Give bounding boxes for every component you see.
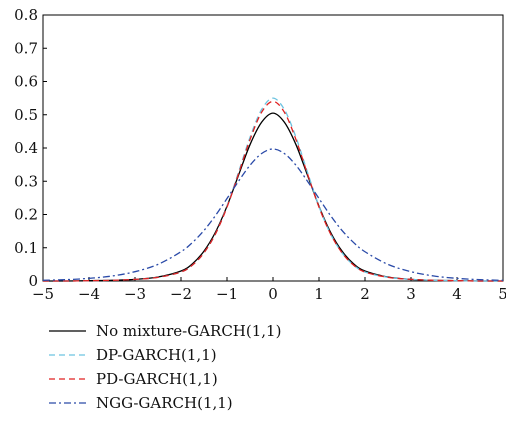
legend-label-3: NGG-GARCH(1,1) — [96, 394, 233, 412]
series-lines — [42, 97, 504, 282]
x-tick-label: 5 — [498, 285, 506, 303]
y-tick-label: 0.5 — [14, 106, 38, 124]
x-tick-label: 0 — [268, 285, 278, 303]
y-tick-label: 0.2 — [14, 206, 38, 224]
legend-label-0: No mixture-GARCH(1,1) — [96, 322, 281, 340]
series-line-3 — [42, 148, 504, 281]
legend-label-2: PD-GARCH(1,1) — [96, 370, 218, 388]
y-tick-labels: 0 0.1 0.2 0.3 0.4 0.5 0.6 0.7 0.8 — [14, 6, 38, 290]
x-tick-label: −5 — [32, 285, 54, 303]
x-tick-label: −2 — [170, 285, 192, 303]
x-tick-label: 4 — [452, 285, 462, 303]
series-line-1 — [42, 97, 504, 282]
legend-label-1: DP-GARCH(1,1) — [96, 346, 217, 364]
y-tick-label: 0.6 — [14, 73, 38, 91]
x-tick-labels: −5 −4 −3 −2 −1 0 1 2 3 4 5 — [32, 285, 506, 303]
axis-ticks — [42, 14, 504, 282]
legend: No mixture-GARCH(1,1) DP-GARCH(1,1) PD-GAR… — [49, 322, 281, 412]
x-tick-label: 1 — [314, 285, 324, 303]
x-tick-label: 3 — [406, 285, 416, 303]
y-tick-label: 0.3 — [14, 172, 38, 190]
y-tick-label: 0 — [28, 272, 38, 290]
x-tick-label: −1 — [216, 285, 238, 303]
y-tick-label: 0.4 — [14, 139, 38, 157]
y-tick-label: 0.1 — [14, 239, 38, 257]
x-tick-label: −4 — [78, 285, 100, 303]
y-tick-label: 0.8 — [14, 6, 38, 24]
x-tick-label: −3 — [124, 285, 146, 303]
x-tick-label: 2 — [360, 285, 370, 303]
plot-frame — [42, 14, 504, 282]
series-line-2 — [42, 100, 504, 282]
series-line-0 — [42, 112, 504, 282]
y-tick-label: 0.7 — [14, 39, 38, 57]
